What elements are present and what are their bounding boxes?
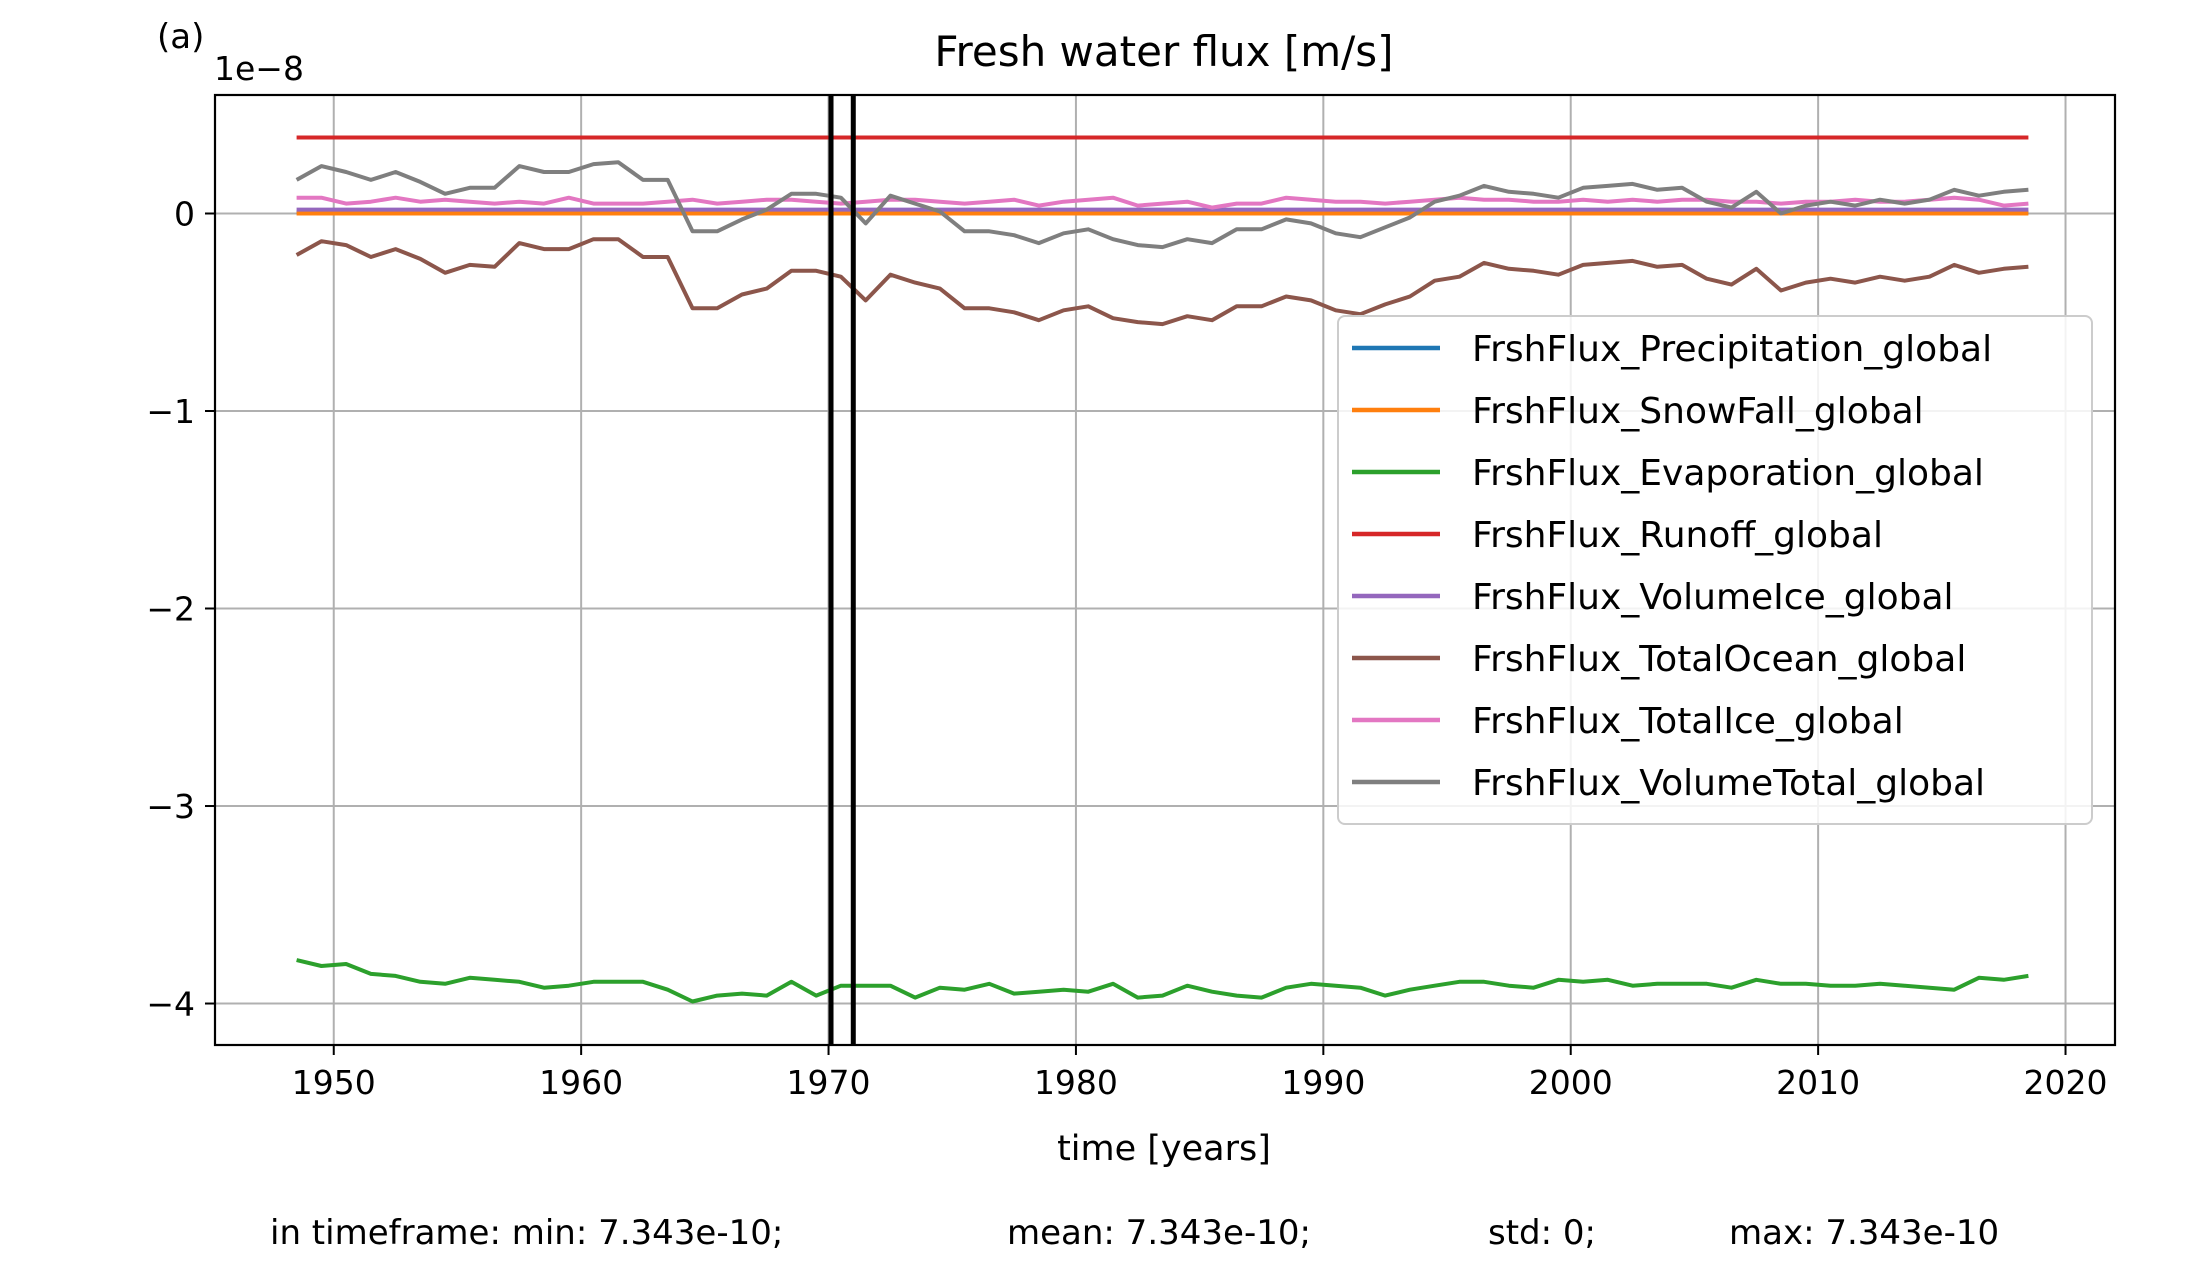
y-tick-label: −1 — [146, 392, 195, 431]
y-tick-label: −3 — [146, 787, 195, 826]
legend-label: FrshFlux_SnowFall_global — [1472, 391, 1924, 432]
series-line-evaporation — [296, 958, 2029, 1004]
x-tick-label: 1960 — [539, 1063, 623, 1102]
x-axis-label: time [years] — [1057, 1129, 1271, 1169]
stat-max: max: 7.343e-10 — [1729, 1213, 1999, 1253]
panel-label: (a) — [157, 17, 204, 57]
x-tick-label: 1970 — [787, 1063, 871, 1102]
x-tick-label: 2000 — [1529, 1063, 1613, 1102]
legend: FrshFlux_Precipitation_global FrshFlux_Sn… — [1337, 315, 2093, 825]
legend-label: FrshFlux_VolumeIce_global — [1472, 577, 1954, 618]
plot-frame — [213, 93, 2117, 1047]
stat-mean: mean: 7.343e-10; — [1007, 1213, 1311, 1253]
legend-entry-totalocean: FrshFlux_TotalOcean_global — [1352, 639, 1966, 680]
legend-entry-totalice: FrshFlux_TotalIce_global — [1352, 701, 1904, 742]
vertical-markers — [828, 95, 856, 1045]
legend-label: FrshFlux_Evaporation_global — [1472, 453, 1984, 494]
x-tick-label: 1990 — [1281, 1063, 1365, 1102]
y-tick-label: −4 — [146, 985, 195, 1024]
stat-min: in timeframe: min: 7.343e-10; — [270, 1213, 783, 1253]
stat-std: std: 0; — [1488, 1213, 1596, 1253]
legend-label: FrshFlux_VolumeTotal_global — [1472, 763, 1985, 804]
legend-label: FrshFlux_Precipitation_global — [1472, 329, 1992, 370]
stats-footer: in timeframe: min: 7.343e-10; mean: 7.34… — [270, 1213, 1999, 1253]
chart-title: Fresh water flux [m/s] — [934, 27, 1393, 76]
legend-entry-runoff: FrshFlux_Runoff_global — [1352, 515, 1883, 556]
legend-entry-precipitation: FrshFlux_Precipitation_global — [1352, 329, 1992, 370]
series-line-totalocean — [295, 237, 2029, 327]
y-tick-label: 0 — [174, 195, 195, 234]
legend-label: FrshFlux_Runoff_global — [1472, 515, 1883, 556]
y-tick-label: −2 — [146, 590, 195, 629]
legend-box — [1337, 315, 2093, 825]
series-line-volumetotal — [295, 160, 2029, 250]
series-lines — [295, 135, 2029, 1004]
legend-entry-snowfall: FrshFlux_SnowFall_global — [1352, 391, 1924, 432]
legend-entries: FrshFlux_Precipitation_global FrshFlux_Sn… — [1352, 329, 1992, 804]
x-tick-label: 1950 — [292, 1063, 376, 1102]
y-scale-label: 1e−8 — [214, 49, 304, 88]
y-axis-ticks: 0 −1 −2 −3 −4 — [146, 195, 215, 1024]
x-tick-label: 1980 — [1034, 1063, 1118, 1102]
x-tick-label: 2020 — [2024, 1063, 2108, 1102]
legend-entry-evaporation: FrshFlux_Evaporation_global — [1352, 453, 1984, 494]
legend-label: FrshFlux_TotalOcean_global — [1472, 639, 1966, 680]
legend-label: FrshFlux_TotalIce_global — [1472, 701, 1904, 742]
x-tick-label: 2010 — [1776, 1063, 1860, 1102]
legend-entry-volumetotal: FrshFlux_VolumeTotal_global — [1352, 763, 1985, 804]
x-axis-ticks: 1950 1960 1970 1980 1990 2000 2010 2020 — [292, 1045, 2108, 1102]
legend-entry-volumeice: FrshFlux_VolumeIce_global — [1352, 577, 1954, 618]
